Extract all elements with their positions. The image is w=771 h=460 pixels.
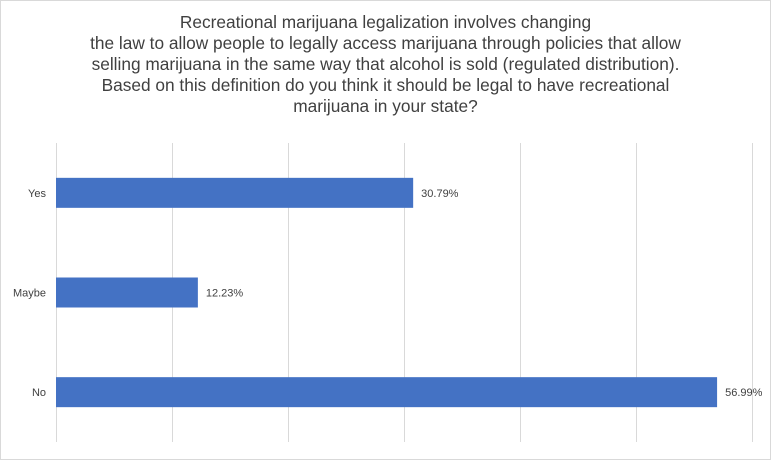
bar-yes — [56, 177, 414, 208]
bar-maybe — [56, 277, 198, 308]
bar-no — [56, 377, 718, 408]
chart-title-line: Recreational marijuana legalization invo… — [179, 12, 592, 32]
chart-title: Recreational marijuana legalization invo… — [0, 12, 771, 117]
data-label: 30.79% — [421, 188, 459, 200]
chart-title-line: the law to allow people to legally acces… — [90, 33, 681, 53]
category-label: No — [32, 387, 46, 399]
data-label: 12.23% — [206, 288, 244, 300]
chart-title-line: Based on this definition do you think it… — [101, 75, 670, 95]
chart-title-line: marijuana in your state? — [293, 96, 478, 116]
chart-title-line: selling marijuana in the same way that a… — [91, 54, 680, 74]
category-label: Yes — [28, 188, 46, 200]
category-label: Maybe — [13, 288, 46, 300]
data-label: 56.99% — [725, 387, 763, 399]
